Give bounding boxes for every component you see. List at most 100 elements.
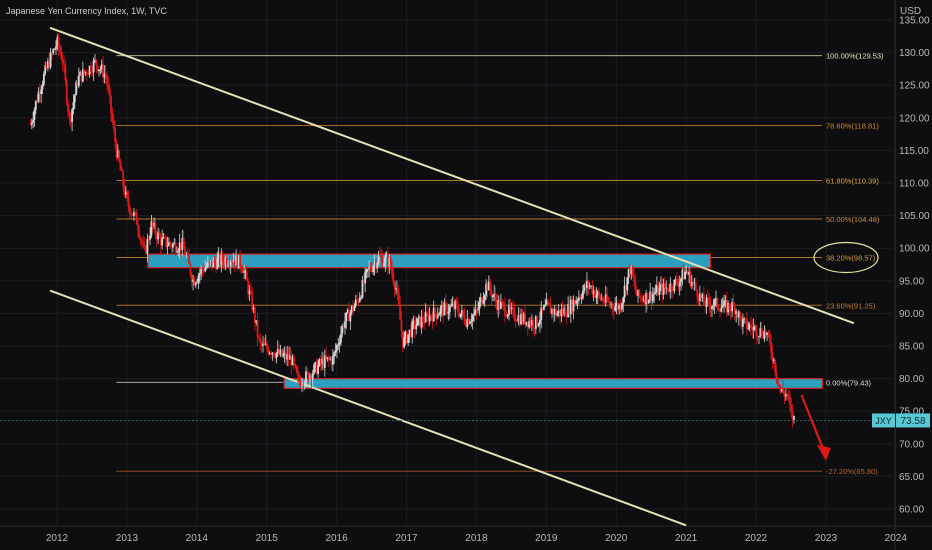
candle-body <box>508 304 510 315</box>
candle-body <box>49 52 52 68</box>
candle-body <box>409 329 412 338</box>
candle-body <box>528 320 531 328</box>
candle-body <box>364 272 367 284</box>
x-axis-tick-label: 2013 <box>116 533 139 544</box>
candle-body <box>755 326 758 337</box>
candle-body <box>130 214 133 215</box>
candle-body <box>166 245 169 247</box>
candle-body <box>634 281 637 290</box>
x-axis-tick-label: 2024 <box>885 533 908 544</box>
candle-body <box>586 281 588 289</box>
candle-body <box>400 319 403 331</box>
x-axis-tick-label: 2022 <box>745 533 768 544</box>
candle-body <box>600 298 603 300</box>
candle-body <box>176 252 178 253</box>
candle-body <box>661 284 664 295</box>
candle-body <box>720 307 723 312</box>
candle-body <box>389 257 392 269</box>
candle-body <box>48 61 51 68</box>
candle-body <box>47 61 49 69</box>
candle-body <box>249 290 252 293</box>
candle-body <box>716 297 719 309</box>
candle-body <box>45 65 48 69</box>
candle-body <box>756 336 759 338</box>
candle-body <box>84 71 87 73</box>
candle-body <box>690 281 693 286</box>
candle-body <box>325 355 328 359</box>
candle-body <box>466 318 469 327</box>
candle-body <box>700 293 703 299</box>
candle-body <box>401 330 404 348</box>
candle-body <box>330 358 333 365</box>
candle-body <box>599 295 602 300</box>
y-axis-tick-label: 120.00 <box>899 113 930 124</box>
candle-body <box>651 294 654 302</box>
candle-body <box>567 303 570 318</box>
candle-body <box>748 324 751 328</box>
candle-body <box>192 279 194 282</box>
candle-body <box>293 356 295 364</box>
candle-body <box>439 308 442 315</box>
fib-level-label: 61.80%(110.39) <box>826 176 879 185</box>
candle-body <box>167 242 170 246</box>
y-axis-tick-label: 90.00 <box>899 309 924 320</box>
candle-body <box>365 269 368 273</box>
candle-body <box>623 285 626 298</box>
candle-body <box>99 69 102 71</box>
candle-body <box>338 342 341 345</box>
candle-body <box>190 274 193 282</box>
candle-body <box>642 299 645 301</box>
candle-body <box>151 221 154 227</box>
candle-body <box>709 304 712 310</box>
candle-body <box>295 366 298 373</box>
candle-body <box>791 410 794 420</box>
candle-body <box>64 65 67 81</box>
candle-body <box>305 371 307 384</box>
candle-body <box>606 294 609 302</box>
candle-body <box>360 297 363 299</box>
candle-body <box>750 324 752 328</box>
candle-body <box>111 113 114 122</box>
candle-body <box>615 303 618 307</box>
candle-body <box>772 359 775 362</box>
candle-body <box>200 268 203 274</box>
candle-body <box>221 254 224 262</box>
candle-body <box>478 302 481 310</box>
candle-body <box>705 297 708 307</box>
candle-body <box>741 319 744 327</box>
candle-body <box>610 303 613 305</box>
candle-body <box>315 362 318 374</box>
candle-body <box>684 271 686 280</box>
candle-body <box>138 230 141 238</box>
candle-body <box>392 273 395 283</box>
candle-body <box>483 295 486 301</box>
candle-body <box>674 279 677 281</box>
candle-body <box>165 237 168 247</box>
candle-body <box>607 301 610 302</box>
candle-body <box>283 352 286 355</box>
candle-body <box>467 318 470 324</box>
y-axis-tick-label: 75.00 <box>899 407 924 418</box>
candle-body <box>98 69 100 72</box>
candle-body <box>288 355 291 360</box>
candle-body <box>180 242 182 250</box>
candle-body <box>211 260 213 268</box>
candle-body <box>41 84 44 90</box>
candle-body <box>348 309 350 322</box>
candle-body <box>352 306 354 311</box>
candle-body <box>438 314 440 316</box>
candle-body <box>553 309 556 315</box>
y-axis-tick-label: 130.00 <box>899 48 930 59</box>
candle-body <box>643 299 646 305</box>
candle-body <box>397 292 400 305</box>
candle-body <box>150 221 153 236</box>
candle-body <box>760 328 763 336</box>
candle-body <box>763 330 766 339</box>
candle-body <box>146 238 149 254</box>
candle-body <box>341 325 344 334</box>
candle-body <box>122 170 125 186</box>
candle-body <box>366 269 369 270</box>
candle-body <box>162 236 165 239</box>
candle-body <box>223 261 225 265</box>
